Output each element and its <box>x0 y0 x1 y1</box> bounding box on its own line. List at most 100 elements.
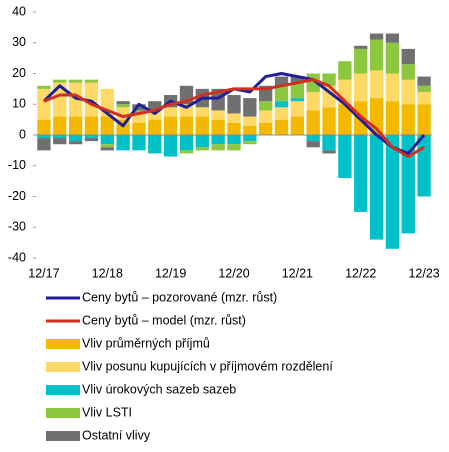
bar-segment <box>401 104 415 135</box>
y-tick-label: 10 <box>12 97 26 111</box>
bar-segment <box>369 33 384 40</box>
bar-segment <box>322 150 336 154</box>
bar-segment <box>417 76 431 86</box>
bar-segment <box>401 79 415 105</box>
bar-segment <box>274 119 289 135</box>
bar-segment <box>354 73 368 102</box>
bar-segment <box>163 135 178 157</box>
bar-segment <box>195 116 209 135</box>
bar-segment <box>417 135 431 197</box>
bar-segment <box>338 135 352 179</box>
bar-segment <box>116 104 130 108</box>
bar-segment <box>227 95 241 114</box>
bar-segment <box>116 135 130 151</box>
bar-segment <box>306 110 320 135</box>
bar-segment <box>417 91 431 105</box>
bar-segment <box>259 101 273 111</box>
bar-segment <box>369 70 384 99</box>
y-tick-label: 40 <box>12 4 26 18</box>
bar-segment <box>354 135 368 212</box>
bar-segment <box>338 104 352 135</box>
legend-label: Ostatní vlivy <box>82 428 151 442</box>
bar-segment <box>369 135 384 240</box>
bar-segment <box>84 138 99 142</box>
bar-segment <box>68 79 83 83</box>
legend-label: Vliv průměrných příjmů <box>82 336 210 350</box>
bar-segment <box>37 135 51 139</box>
bar-segment <box>68 82 83 117</box>
bar-segment <box>259 122 273 135</box>
bar-segment <box>227 113 241 123</box>
legend-swatch <box>46 385 80 395</box>
y-tick-label: -30 <box>8 220 26 234</box>
bar-segment <box>53 116 67 135</box>
bar-segment <box>274 76 289 86</box>
bar-segment <box>211 119 225 135</box>
bar-segment <box>354 45 368 49</box>
legend-label: Vliv úrokových sazeb sazeb <box>82 382 236 396</box>
bar-segment <box>148 135 162 154</box>
bar-segment <box>227 122 241 135</box>
bar-segment <box>385 101 400 135</box>
bar-segment <box>53 138 67 145</box>
legend-swatch <box>46 362 80 372</box>
bar-segment <box>100 116 114 135</box>
bar-segment <box>195 135 209 148</box>
bar-segment <box>290 82 305 99</box>
bar-segment <box>401 48 415 65</box>
bar-segment <box>290 76 305 83</box>
bar-segment <box>132 122 146 135</box>
bar-segment <box>417 85 431 92</box>
bar-segment <box>290 101 305 117</box>
bar-segment <box>132 104 146 111</box>
legend-label: Vliv posunu kupujících v příjmovém rozdě… <box>82 359 333 373</box>
bar-segment <box>306 141 320 148</box>
bar-segment <box>132 135 146 151</box>
bar-segment <box>84 116 99 135</box>
y-tick-label: 0 <box>19 127 26 141</box>
y-tick-label: 30 <box>12 35 26 49</box>
bar-segment <box>243 125 257 135</box>
bar-segment <box>322 73 336 86</box>
legend-swatch <box>46 408 80 418</box>
bar-segment <box>290 98 305 102</box>
x-tick-label: 12/23 <box>408 266 439 280</box>
bar-segment <box>53 79 67 83</box>
legend-label: Ceny bytů – model (mzr. růst) <box>82 313 246 327</box>
legend-swatch <box>46 431 80 441</box>
bar-segment <box>37 119 51 135</box>
bar-segment <box>68 116 83 135</box>
legend-label: Vliv LSTI <box>82 405 132 419</box>
bar-segment <box>211 144 225 151</box>
bar-segment <box>243 116 257 126</box>
bar-segment <box>322 107 336 135</box>
bar-segment <box>385 33 400 43</box>
bar-segment <box>306 135 320 142</box>
line <box>43 78 425 159</box>
bar-segment <box>148 119 162 135</box>
bar-segment <box>243 135 257 142</box>
bar-segment <box>179 135 194 151</box>
bar-segment <box>132 110 146 114</box>
x-tick-label: 12/21 <box>282 266 313 280</box>
bar-segment <box>369 39 384 71</box>
bar-segment <box>385 73 400 102</box>
bar-segment <box>53 135 67 139</box>
bar-segment <box>211 135 225 145</box>
bar-segment <box>322 135 336 151</box>
bar-segment <box>401 135 415 234</box>
x-tick-label: 12/22 <box>345 266 376 280</box>
bar-segment <box>84 82 99 117</box>
bar-segment <box>37 85 51 89</box>
bar-segment <box>68 141 83 145</box>
bar-segment <box>37 88 51 120</box>
bar-segment <box>306 91 320 111</box>
bar-segment <box>274 85 289 102</box>
bar-segment <box>274 107 289 120</box>
bar-segment <box>179 116 194 135</box>
bar-segment <box>179 150 194 154</box>
bar-segment <box>100 144 114 148</box>
bar-segment <box>163 107 178 117</box>
y-tick-label: 20 <box>12 66 26 80</box>
bar-segment <box>116 101 130 105</box>
